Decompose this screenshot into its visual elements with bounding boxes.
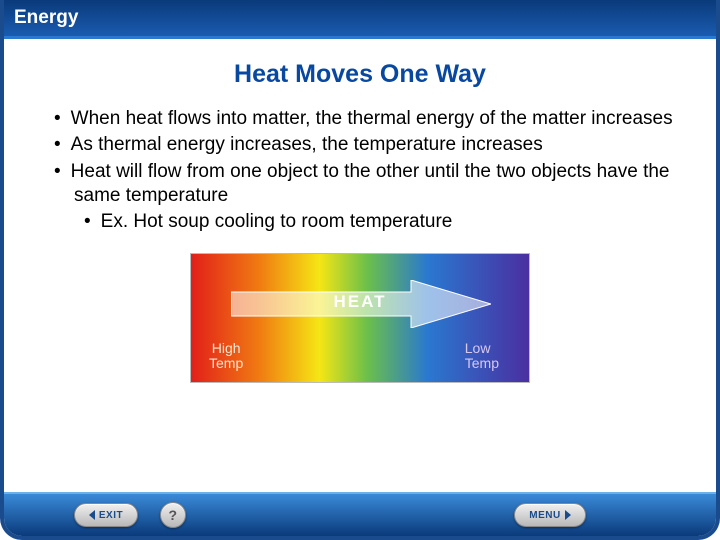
bullet-list: When heat flows into matter, the thermal… <box>34 107 686 235</box>
menu-label: MENU <box>529 510 560 521</box>
high-temp-line2: Temp <box>209 355 243 371</box>
bullet-item: Heat will flow from one object to the ot… <box>34 160 686 209</box>
high-temp-label: High Temp <box>209 341 243 372</box>
slide-title: Heat Moves One Way <box>34 60 686 89</box>
help-button[interactable]: ? <box>160 502 186 528</box>
content-area: Heat Moves One Way When heat flows into … <box>34 50 686 388</box>
menu-button[interactable]: MENU <box>514 503 586 527</box>
arrow-right-icon <box>565 510 571 520</box>
low-temp-label: Low Temp <box>465 341 499 372</box>
help-label: ? <box>168 507 177 523</box>
header-bar: Energy <box>4 0 716 36</box>
bullet-item: When heat flows into matter, the thermal… <box>34 107 686 131</box>
bullet-item: As thermal energy increases, the tempera… <box>34 133 686 157</box>
exit-button[interactable]: EXIT <box>74 503 138 527</box>
bullet-sub-item: Ex. Hot soup cooling to room temperature <box>34 210 686 234</box>
figure-container: HEAT High Temp Low Temp <box>34 253 686 388</box>
low-temp-line1: Low <box>465 340 491 356</box>
slide-frame: Energy Heat Moves One Way When heat flow… <box>0 0 720 540</box>
exit-label: EXIT <box>99 510 123 521</box>
heat-gradient-figure: HEAT High Temp Low Temp <box>190 253 530 383</box>
high-temp-line1: High <box>212 340 241 356</box>
header-title: Energy <box>14 7 78 29</box>
footer-bar: EXIT ? MENU <box>4 492 716 536</box>
heat-center-label: HEAT <box>191 292 529 312</box>
header-underline <box>4 36 716 39</box>
arrow-left-icon <box>89 510 95 520</box>
low-temp-line2: Temp <box>465 355 499 371</box>
